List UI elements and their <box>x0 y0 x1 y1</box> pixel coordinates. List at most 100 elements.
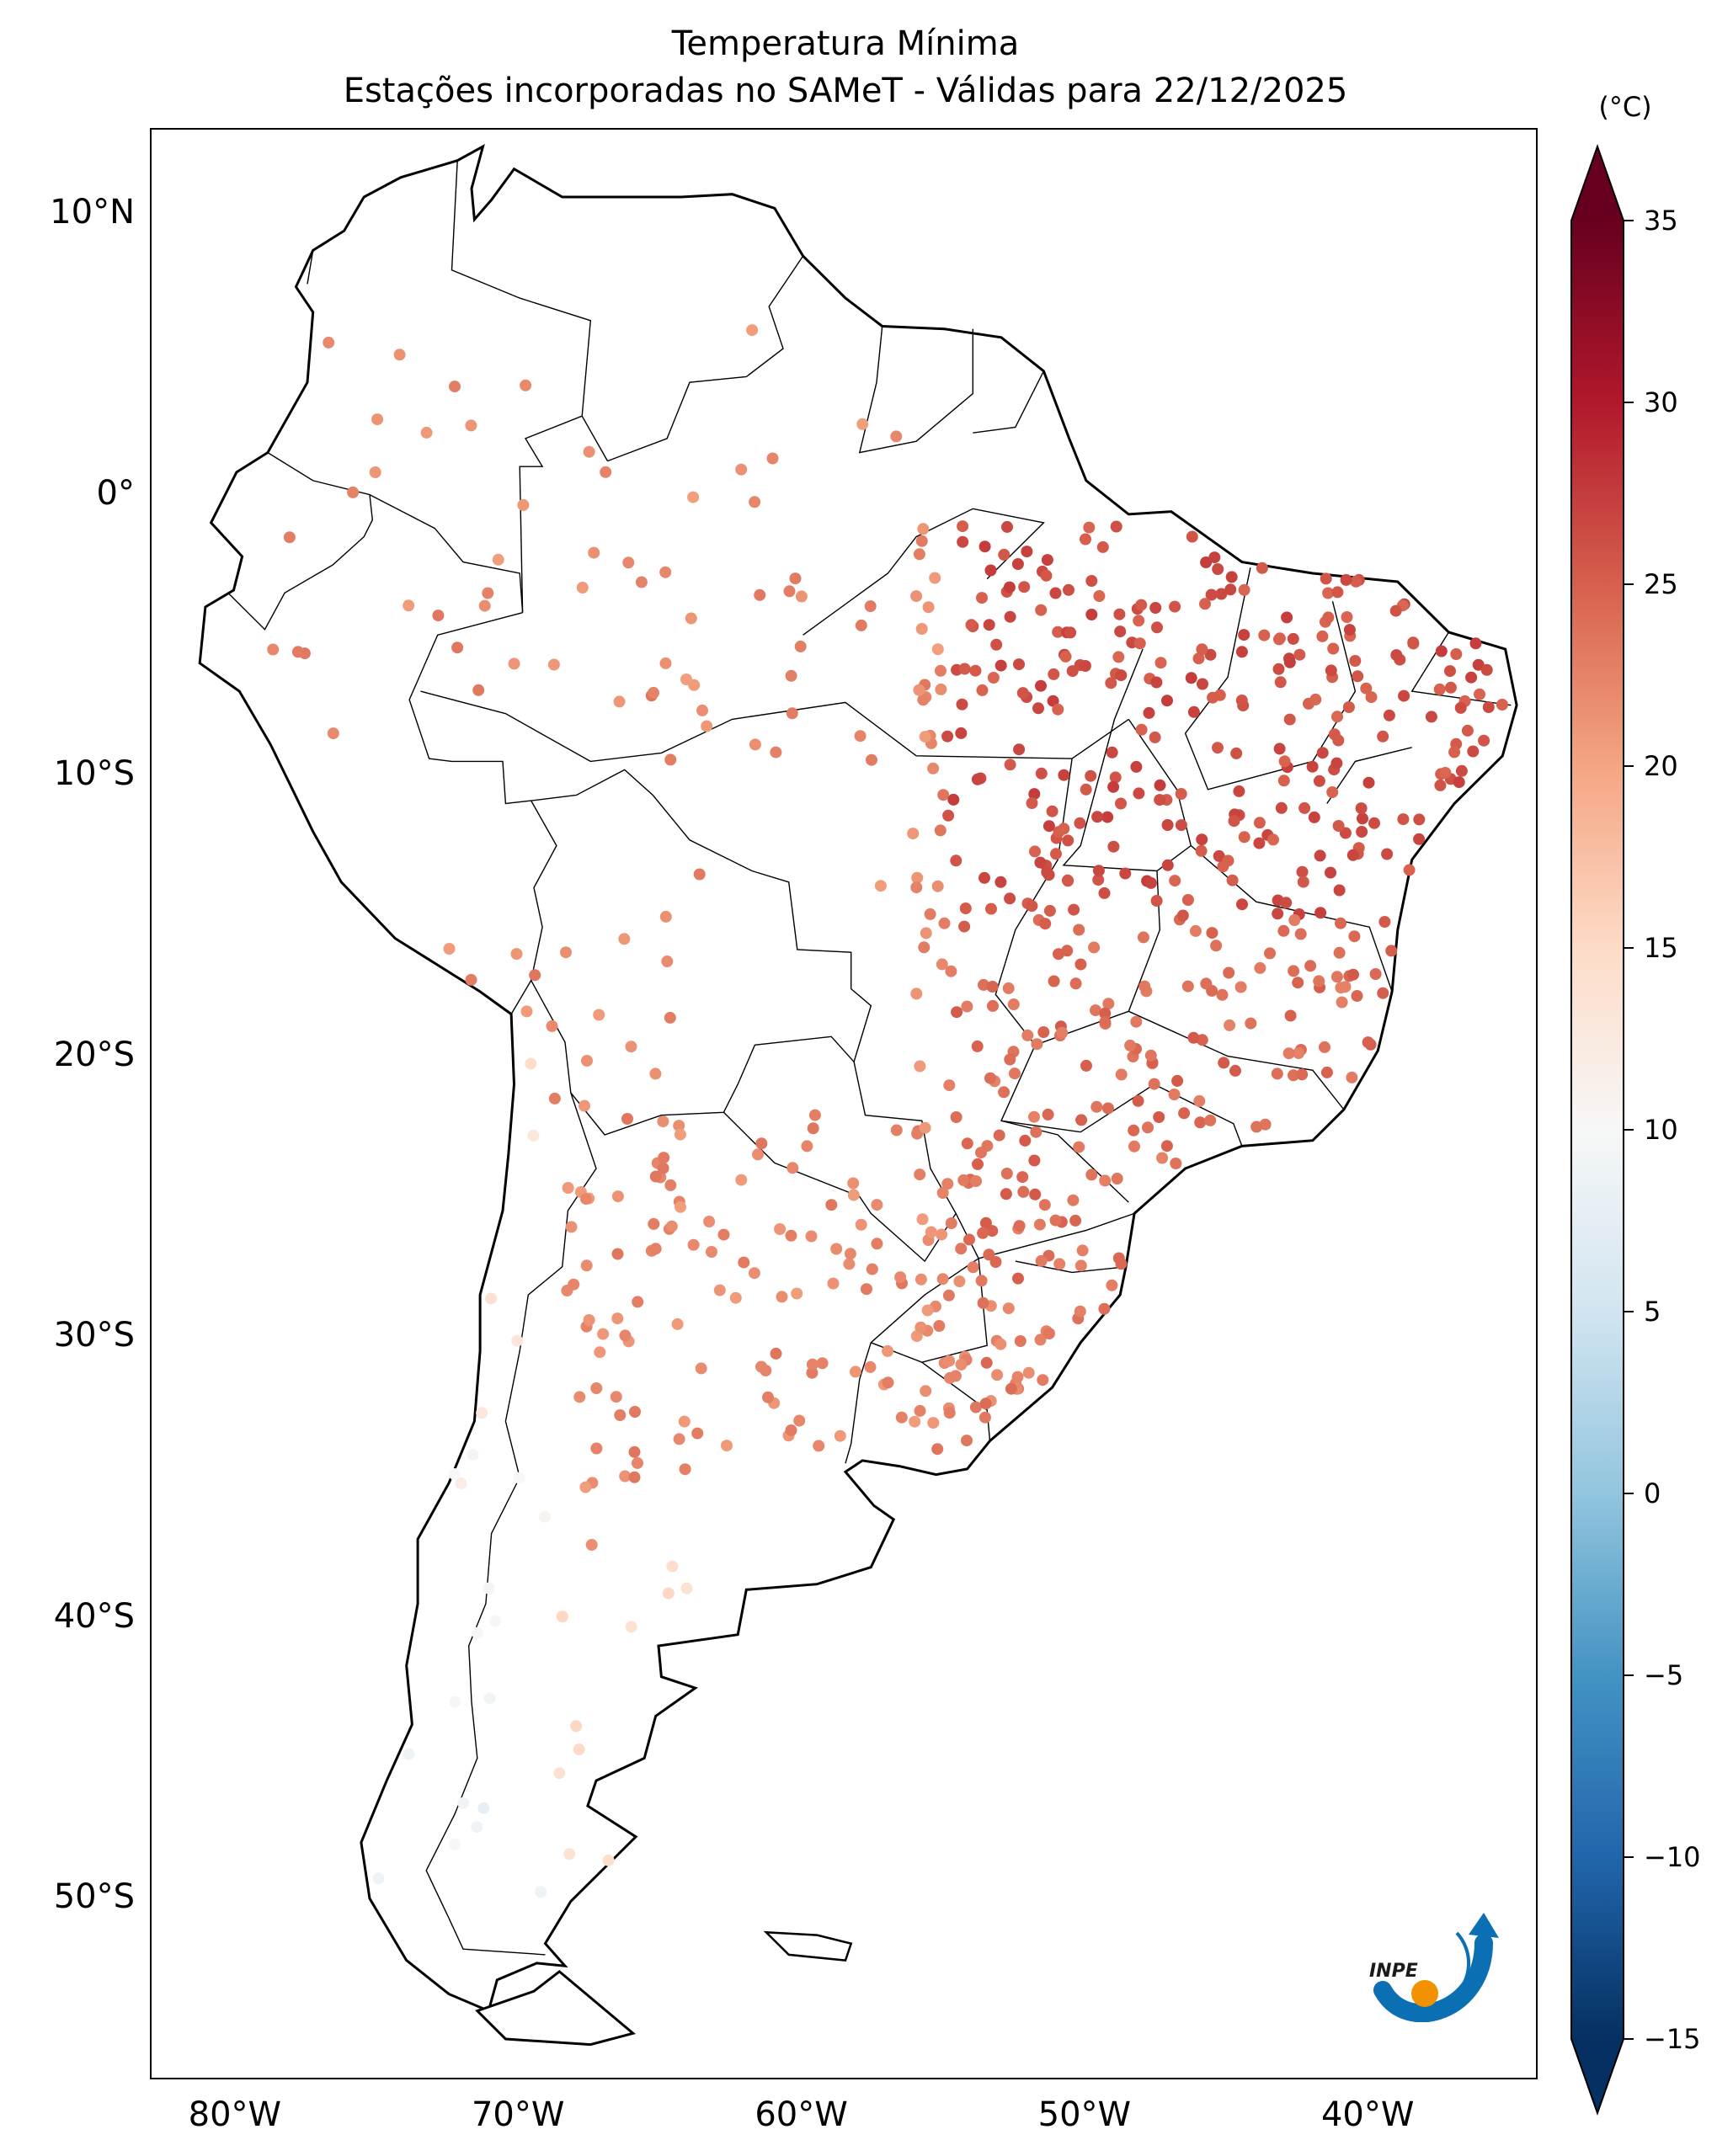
station-marker <box>786 707 798 720</box>
station-marker <box>1062 834 1074 847</box>
station-marker <box>1448 746 1461 759</box>
station-marker <box>1016 1171 1029 1184</box>
station-marker <box>985 902 997 915</box>
station-marker <box>1378 916 1391 928</box>
station-marker <box>1325 866 1336 879</box>
station-marker <box>910 881 923 894</box>
station-marker <box>807 1122 819 1135</box>
border-line-0 <box>451 160 609 461</box>
station-marker <box>1080 533 1091 546</box>
station-marker <box>729 1291 742 1304</box>
station-marker <box>943 1079 956 1092</box>
station-marker <box>1253 817 1266 829</box>
station-marker <box>1016 687 1029 700</box>
station-marker <box>1377 730 1389 743</box>
station-marker <box>1346 1071 1358 1083</box>
station-marker <box>983 619 995 631</box>
station-marker <box>986 981 999 993</box>
station-marker <box>1355 802 1368 815</box>
station-marker <box>553 1767 566 1780</box>
map-canvas[interactable] <box>152 130 1538 2079</box>
station-marker <box>535 1886 547 1898</box>
station-marker <box>420 426 433 439</box>
station-marker <box>1028 788 1041 801</box>
station-marker <box>632 1296 644 1308</box>
station-marker <box>1294 928 1307 940</box>
station-marker <box>1074 958 1087 971</box>
station-marker <box>1224 1019 1236 1031</box>
station-marker <box>850 1365 861 1378</box>
falkland-islands <box>763 1930 853 1962</box>
station-marker <box>1332 734 1345 747</box>
station-marker <box>283 531 296 544</box>
station-marker <box>1040 569 1053 582</box>
station-marker <box>1073 1141 1085 1153</box>
border-line-16 <box>921 1361 991 1441</box>
station-marker <box>914 1168 926 1181</box>
station-marker <box>1187 705 1200 718</box>
station-marker <box>600 466 612 478</box>
station-marker <box>957 535 969 548</box>
station-marker <box>1296 865 1309 878</box>
station-marker <box>659 566 672 578</box>
station-marker <box>657 1162 669 1174</box>
station-marker <box>1413 833 1426 845</box>
colorbar-tick-label: 35 <box>1644 205 1678 237</box>
colorbar-tick-label: 15 <box>1644 932 1678 964</box>
station-marker <box>1293 648 1306 661</box>
station-marker <box>1340 573 1352 586</box>
station-marker <box>785 1229 797 1242</box>
station-marker <box>950 854 962 867</box>
station-marker <box>649 1067 662 1080</box>
station-marker <box>943 1407 956 1419</box>
station-marker <box>1042 1328 1055 1339</box>
station-marker <box>1066 665 1079 678</box>
station-marker <box>527 1129 540 1142</box>
station-marker <box>795 590 808 603</box>
station-marker <box>805 1230 818 1243</box>
station-marker <box>1360 682 1373 695</box>
station-marker <box>1186 530 1198 543</box>
latitude-label: 50°S <box>53 1877 135 1917</box>
latitude-label: 0° <box>96 473 135 513</box>
station-marker <box>738 1256 750 1269</box>
border-line-26 <box>978 1212 1135 1259</box>
station-marker <box>1002 1302 1015 1315</box>
station-marker <box>1156 1152 1169 1164</box>
station-marker <box>1322 587 1335 599</box>
station-marker <box>1346 849 1359 861</box>
station-marker <box>1331 711 1343 723</box>
station-marker <box>1128 1124 1140 1137</box>
station-marker <box>648 686 659 699</box>
station-marker <box>1101 811 1114 823</box>
station-marker <box>1001 520 1013 533</box>
station-marker <box>611 1312 624 1325</box>
station-marker <box>994 1338 1007 1350</box>
station-marker <box>1224 583 1237 596</box>
border-line-3 <box>973 370 1045 434</box>
station-marker <box>914 1404 926 1417</box>
station-marker <box>1154 779 1166 791</box>
station-marker <box>861 1283 872 1296</box>
station-marker <box>1469 637 1482 650</box>
station-marker <box>1038 1199 1051 1211</box>
station-marker <box>1148 1078 1160 1090</box>
station-marker <box>1091 811 1104 823</box>
station-marker <box>573 1743 585 1756</box>
station-marker <box>696 704 708 716</box>
station-marker <box>1339 981 1352 993</box>
station-marker <box>1333 884 1346 897</box>
station-marker <box>984 564 997 577</box>
station-marker <box>1068 903 1080 916</box>
station-marker <box>520 1005 533 1018</box>
station-marker <box>1434 779 1447 791</box>
station-marker <box>1283 713 1296 726</box>
colorbar-extend-max <box>1571 146 1624 221</box>
station-marker <box>1119 867 1132 880</box>
station-marker <box>1316 747 1329 759</box>
station-marker <box>957 1174 970 1186</box>
station-marker <box>1322 611 1335 624</box>
map-frame[interactable] <box>150 128 1538 2079</box>
station-marker <box>562 1182 574 1194</box>
border-line-2 <box>858 326 973 454</box>
